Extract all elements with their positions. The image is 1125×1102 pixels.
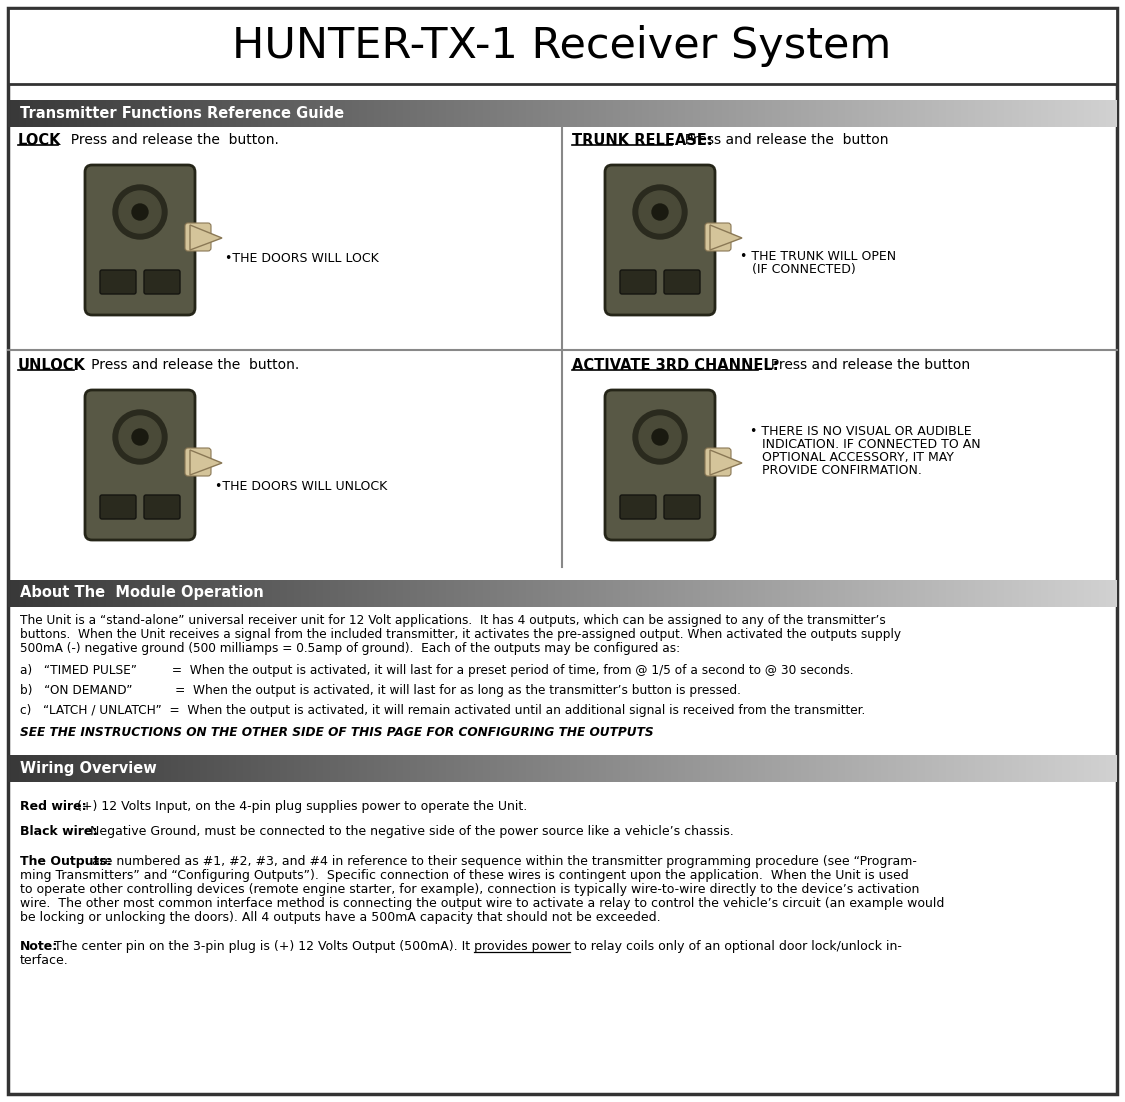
FancyBboxPatch shape — [705, 223, 731, 251]
Text: Black wire:: Black wire: — [20, 825, 98, 838]
Text: 500mA (-) negative ground (500 milliamps = 0.5amp of ground).  Each of the outpu: 500mA (-) negative ground (500 milliamps… — [20, 642, 681, 655]
Text: Press and release the  button: Press and release the button — [676, 133, 889, 147]
Text: a)   “TIMED PULSE”         =  When the output is activated, it will last for a p: a) “TIMED PULSE” = When the output is ac… — [20, 665, 854, 677]
FancyBboxPatch shape — [86, 165, 195, 315]
Text: buttons.  When the Unit receives a signal from the included transmitter, it acti: buttons. When the Unit receives a signal… — [20, 628, 901, 641]
Text: OPTIONAL ACCESSORY, IT MAY: OPTIONAL ACCESSORY, IT MAY — [750, 451, 954, 464]
FancyBboxPatch shape — [705, 449, 731, 476]
Text: •THE DOORS WILL UNLOCK: •THE DOORS WILL UNLOCK — [215, 480, 387, 494]
Text: • THERE IS NO VISUAL OR AUDIBLE: • THERE IS NO VISUAL OR AUDIBLE — [750, 425, 972, 437]
Text: Note:: Note: — [20, 940, 58, 953]
Text: Press and release the button: Press and release the button — [762, 358, 970, 372]
Circle shape — [112, 185, 166, 239]
Text: are numbered as #1, #2, #3, and #4 in reference to their sequence within the tra: are numbered as #1, #2, #3, and #4 in re… — [88, 855, 917, 868]
FancyBboxPatch shape — [664, 495, 700, 519]
Text: The Unit is a “stand-alone” universal receiver unit for 12 Volt applications.  I: The Unit is a “stand-alone” universal re… — [20, 614, 885, 627]
Text: Negative Ground, must be connected to the negative side of the power source like: Negative Ground, must be connected to th… — [90, 825, 734, 838]
Text: Press and release the  button.: Press and release the button. — [78, 358, 299, 372]
Text: Press and release the  button.: Press and release the button. — [62, 133, 279, 147]
Text: Transmitter Functions Reference Guide: Transmitter Functions Reference Guide — [20, 106, 344, 120]
Circle shape — [652, 429, 668, 445]
Circle shape — [639, 415, 681, 458]
Polygon shape — [190, 450, 222, 475]
FancyBboxPatch shape — [184, 223, 212, 251]
FancyBboxPatch shape — [100, 270, 136, 294]
FancyBboxPatch shape — [100, 495, 136, 519]
Text: LOCK: LOCK — [18, 133, 62, 148]
FancyBboxPatch shape — [144, 270, 180, 294]
Circle shape — [633, 410, 687, 464]
Polygon shape — [710, 450, 742, 475]
Text: UNLOCK: UNLOCK — [18, 358, 86, 372]
Text: The center pin on the 3-pin plug is (+) 12 Volts Output (500mA). It provides pow: The center pin on the 3-pin plug is (+) … — [50, 940, 902, 953]
Circle shape — [112, 410, 166, 464]
Text: •THE DOORS WILL LOCK: •THE DOORS WILL LOCK — [225, 251, 379, 264]
Circle shape — [132, 429, 148, 445]
Text: ming Transmitters” and “Configuring Outputs”).  Specific connection of these wir: ming Transmitters” and “Configuring Outp… — [20, 869, 909, 882]
Text: (+) 12 Volts Input, on the 4-pin plug supplies power to operate the Unit.: (+) 12 Volts Input, on the 4-pin plug su… — [76, 800, 528, 813]
FancyBboxPatch shape — [184, 449, 212, 476]
Text: ACTIVATE 3RD CHANNEL:: ACTIVATE 3RD CHANNEL: — [572, 358, 778, 372]
Circle shape — [639, 191, 681, 233]
Circle shape — [633, 185, 687, 239]
Text: TRUNK RELEASE:: TRUNK RELEASE: — [572, 133, 712, 148]
Text: • THE TRUNK WILL OPEN: • THE TRUNK WILL OPEN — [740, 250, 897, 263]
Text: c)   “LATCH / UNLATCH”  =  When the output is activated, it will remain activate: c) “LATCH / UNLATCH” = When the output i… — [20, 704, 865, 717]
Text: terface.: terface. — [20, 954, 69, 966]
FancyBboxPatch shape — [605, 165, 716, 315]
FancyBboxPatch shape — [605, 390, 716, 540]
Text: (IF CONNECTED): (IF CONNECTED) — [740, 263, 856, 276]
Bar — [8, 8, 1117, 84]
Text: be locking or unlocking the doors). All 4 outputs have a 500mA capacity that sho: be locking or unlocking the doors). All … — [20, 911, 660, 923]
Text: SEE THE INSTRUCTIONS ON THE OTHER SIDE OF THIS PAGE FOR CONFIGURING THE OUTPUTS: SEE THE INSTRUCTIONS ON THE OTHER SIDE O… — [20, 726, 654, 739]
FancyBboxPatch shape — [144, 495, 180, 519]
Text: HUNTER-TX-1 Receiver System: HUNTER-TX-1 Receiver System — [233, 25, 892, 67]
FancyBboxPatch shape — [664, 270, 700, 294]
Text: The Outputs:: The Outputs: — [20, 855, 111, 868]
FancyBboxPatch shape — [620, 270, 656, 294]
Text: PROVIDE CONFIRMATION.: PROVIDE CONFIRMATION. — [750, 464, 921, 477]
Polygon shape — [190, 225, 222, 250]
Polygon shape — [710, 225, 742, 250]
Text: to operate other controlling devices (remote engine starter, for example), conne: to operate other controlling devices (re… — [20, 883, 919, 896]
Circle shape — [652, 204, 668, 220]
FancyBboxPatch shape — [86, 390, 195, 540]
Text: wire.  The other most common interface method is connecting the output wire to a: wire. The other most common interface me… — [20, 897, 944, 910]
Circle shape — [119, 415, 161, 458]
Text: Wiring Overview: Wiring Overview — [20, 760, 156, 776]
Circle shape — [119, 191, 161, 233]
Text: About The  Module Operation: About The Module Operation — [20, 585, 263, 601]
Text: b)   “ON DEMAND”           =  When the output is activated, it will last for as : b) “ON DEMAND” = When the output is acti… — [20, 684, 741, 696]
Circle shape — [132, 204, 148, 220]
Text: Red wire:: Red wire: — [20, 800, 87, 813]
FancyBboxPatch shape — [620, 495, 656, 519]
Text: INDICATION. IF CONNECTED TO AN: INDICATION. IF CONNECTED TO AN — [750, 437, 981, 451]
